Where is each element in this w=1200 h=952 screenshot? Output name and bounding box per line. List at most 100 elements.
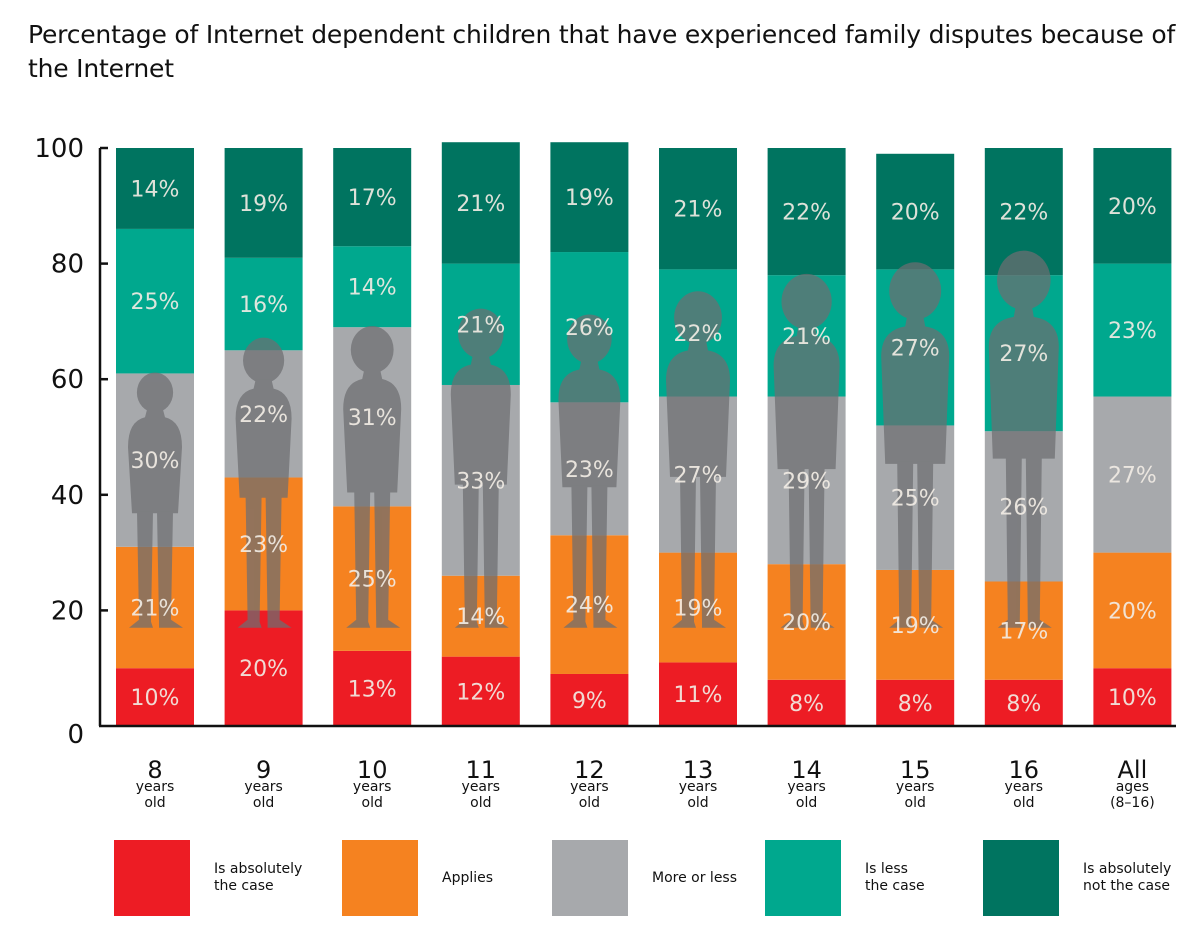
bar-segment [1093, 148, 1172, 264]
value-label: 25% [891, 487, 940, 512]
value-label: 27% [674, 464, 723, 489]
x-tick-sublabel: old [1013, 795, 1034, 811]
value-label: 8% [789, 692, 824, 717]
bar-segment [659, 662, 737, 726]
x-tick-label: 8 [147, 756, 162, 784]
value-label: 31% [348, 406, 397, 431]
value-label: 27% [891, 336, 940, 361]
bar-segment [116, 148, 194, 229]
legend-label: Is absolutely the case [214, 861, 303, 894]
x-tick-sublabel: years [570, 779, 609, 795]
value-label: 8% [1006, 692, 1041, 717]
value-label: 29% [782, 469, 831, 494]
bar-segment [767, 679, 846, 726]
legend-label: More or less [652, 869, 738, 886]
value-label: 26% [999, 495, 1048, 520]
value-label: 21% [456, 192, 505, 217]
x-tick-label: 14 [791, 756, 822, 784]
bar-segment [1093, 396, 1172, 553]
value-label: 19% [891, 614, 940, 639]
bar-segment [224, 610, 303, 726]
x-tick-label: 12 [574, 756, 605, 784]
child-silhouette-icon [343, 326, 402, 628]
legend: Is absolutely the case Applies More or l… [0, 840, 1200, 920]
value-label: 11% [674, 683, 723, 708]
bar-segment [224, 477, 303, 611]
value-label: 22% [999, 201, 1048, 226]
child-silhouette-icon [450, 308, 511, 628]
legend-label: Is absolutely not the case [1083, 861, 1172, 894]
x-tick-sublabel: years [1005, 779, 1044, 795]
value-label: 14% [131, 177, 180, 202]
x-tick-sublabel: old [905, 795, 926, 811]
value-label: 21% [674, 198, 723, 223]
x-tick-sublabel: years [353, 779, 392, 795]
value-label: 10% [1108, 686, 1157, 711]
value-label: 8% [898, 692, 933, 717]
bar-segment [1093, 263, 1172, 397]
value-label: 23% [565, 458, 614, 483]
chart-title: Percentage of Internet dependent childre… [28, 20, 1176, 83]
value-label: 16% [239, 293, 288, 318]
child-silhouette-icon [128, 372, 183, 628]
x-tick-sublabel: years [136, 779, 175, 795]
legend-swatch-more-or-less [552, 840, 628, 916]
bar-segment [876, 569, 955, 680]
value-label: 25% [348, 568, 397, 593]
x-tick-label: 11 [466, 756, 497, 784]
value-label: 26% [565, 316, 614, 341]
x-tick-label: 13 [683, 756, 714, 784]
bar-segment [441, 656, 520, 726]
value-label: 30% [131, 449, 180, 474]
bar-segment [224, 257, 303, 351]
value-label: 19% [674, 597, 723, 622]
bar-segment [116, 668, 194, 726]
bar-segment [441, 575, 520, 657]
legend-swatch-less-the-case [765, 840, 841, 916]
value-label: 22% [782, 201, 831, 226]
y-tick-label: 80 [51, 250, 84, 280]
bar-segment [550, 673, 629, 726]
value-label: 14% [456, 605, 505, 630]
child-silhouette-icon [988, 250, 1059, 628]
value-label: 33% [456, 469, 505, 494]
value-label: 9% [572, 689, 607, 714]
value-label: 21% [782, 325, 831, 350]
y-tick-label: 100 [34, 134, 84, 164]
child-silhouette-icon [881, 262, 950, 628]
value-label: 13% [348, 677, 397, 702]
child-silhouette-icon [666, 291, 730, 628]
value-label: 23% [239, 533, 288, 558]
value-label: 20% [239, 657, 288, 682]
x-tick-sublabel: old [796, 795, 817, 811]
value-label: 22% [239, 403, 288, 428]
value-label: 17% [348, 186, 397, 211]
bar-segment [984, 679, 1063, 726]
bar-segment [441, 142, 520, 264]
value-label: 22% [674, 322, 723, 347]
value-label: 20% [1108, 599, 1157, 624]
value-label: 19% [239, 192, 288, 217]
silhouettes-layer [128, 250, 1059, 628]
bar-segment [659, 552, 737, 663]
legend-swatch-absolutely-the-case [114, 840, 190, 916]
x-tick-sublabel: old [362, 795, 383, 811]
x-tick-sublabel: old [144, 795, 165, 811]
x-axis-labels: 8yearsold9yearsold10yearsold11yearsold12… [136, 756, 1155, 811]
bar-segment [116, 546, 194, 669]
bar-segment [876, 679, 955, 726]
value-label: 12% [456, 680, 505, 705]
x-tick-sublabel: years [787, 779, 826, 795]
y-tick-label: 20 [51, 596, 84, 626]
child-silhouette-icon [235, 337, 292, 628]
legend-swatch-applies [342, 840, 418, 916]
x-tick-label: 15 [900, 756, 931, 784]
value-label: 19% [565, 186, 614, 211]
x-tick-label: All [1118, 756, 1148, 784]
value-label: 21% [456, 313, 505, 338]
value-label: 27% [999, 342, 1048, 367]
legend-label: Applies [442, 869, 494, 886]
legend-swatch-absolutely-not-the-case [983, 840, 1059, 916]
x-tick-label: 9 [256, 756, 271, 784]
x-tick-sublabel: old [253, 795, 274, 811]
